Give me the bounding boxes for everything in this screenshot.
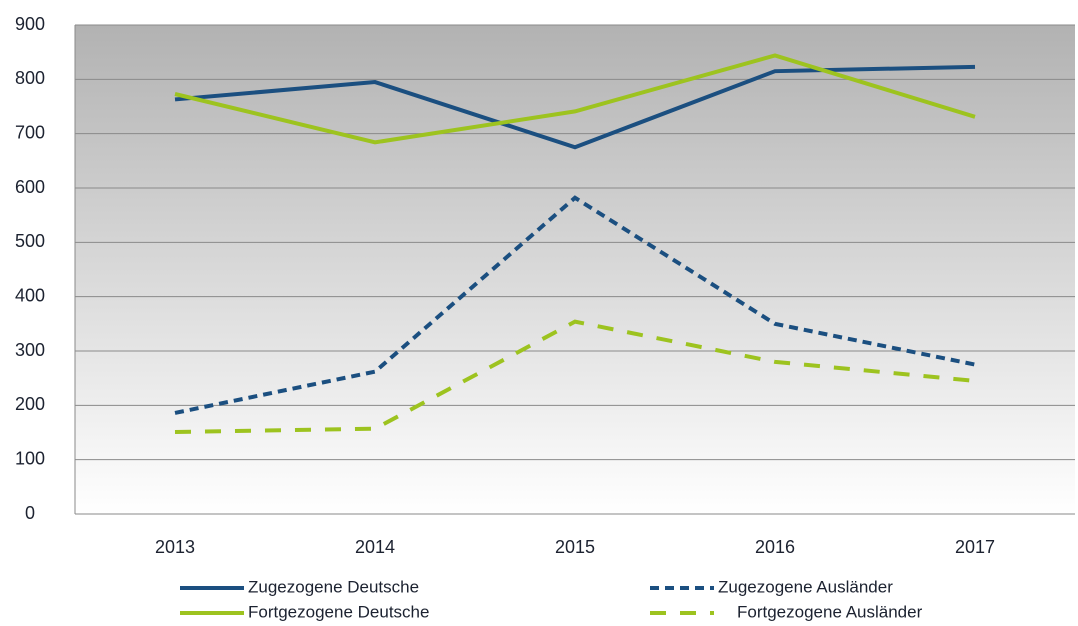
legend-label: Fortgezogene Deutsche: [248, 602, 429, 621]
legend: Zugezogene Deutsche Fortgezogene Deutsche…: [180, 577, 923, 621]
y-tick-label: 400: [15, 285, 45, 305]
x-tick-label: 2013: [155, 537, 195, 557]
x-tick-label: 2016: [755, 537, 795, 557]
y-tick-label: 100: [15, 448, 45, 468]
y-tick-label: 300: [15, 340, 45, 360]
x-tick-label: 2017: [955, 537, 995, 557]
x-tick-label: 2015: [555, 537, 595, 557]
y-tick-label: 800: [15, 68, 45, 88]
y-tick-label: 0: [25, 503, 35, 523]
series-line: [174, 319, 976, 434]
series-line: [174, 195, 976, 415]
series-line: [174, 53, 976, 145]
x-tick-label: 2014: [355, 537, 395, 557]
legend-label: Fortgezogene Ausländer: [737, 602, 923, 621]
series-line: [174, 64, 976, 150]
y-tick-label: 600: [15, 177, 45, 197]
plot-area: [75, 25, 1075, 514]
legend-label: Zugezogene Ausländer: [718, 577, 893, 596]
y-tick-label: 700: [15, 122, 45, 142]
y-tick-label: 200: [15, 394, 45, 414]
y-tick-label: 500: [15, 231, 45, 251]
y-tick-label: 900: [15, 14, 45, 34]
legend-label: Zugezogene Deutsche: [248, 577, 419, 596]
